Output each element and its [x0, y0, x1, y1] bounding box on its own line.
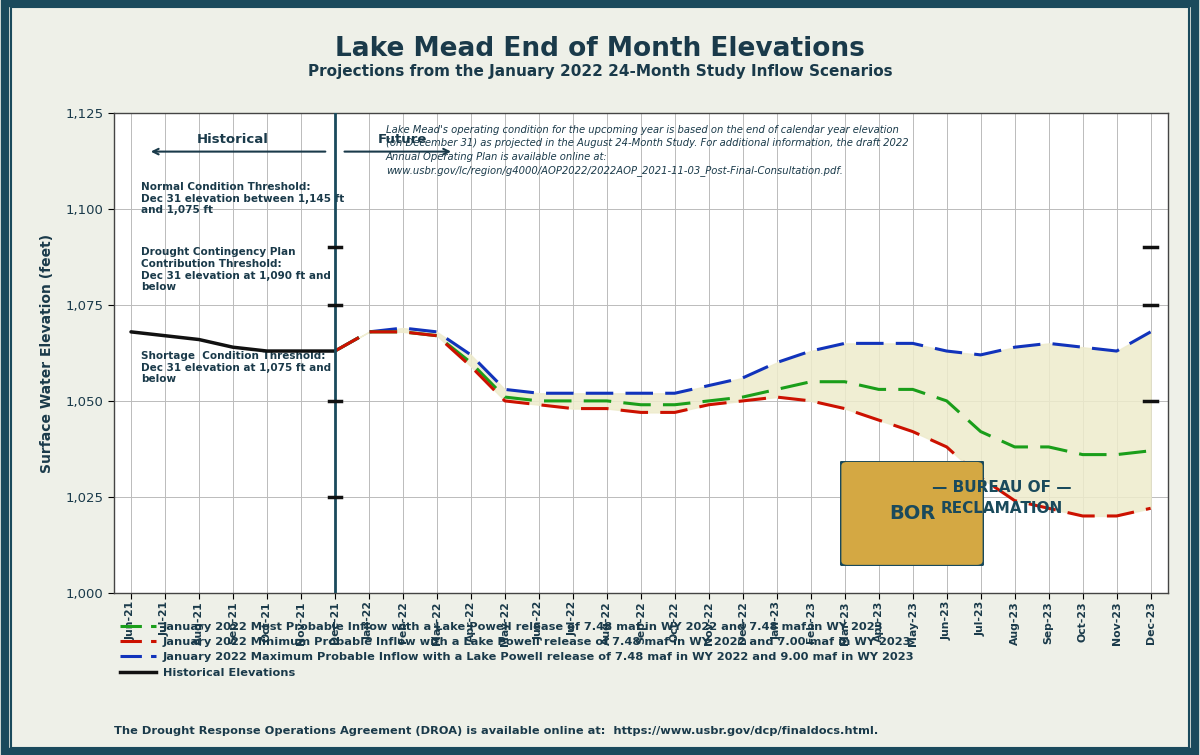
Text: Normal Condition Threshold:
Dec 31 elevation between 1,145 ft
and 1,075 ft: Normal Condition Threshold: Dec 31 eleva…: [142, 182, 344, 215]
Text: Future: Future: [378, 133, 427, 146]
Y-axis label: Surface Water Elevation (feet): Surface Water Elevation (feet): [41, 233, 54, 473]
Text: Projections from the January 2022 24-Month Study Inflow Scenarios: Projections from the January 2022 24-Mon…: [307, 63, 893, 79]
Text: Drought Contingency Plan
Contribution Threshold:
Dec 31 elevation at 1,090 ft an: Drought Contingency Plan Contribution Th…: [142, 248, 331, 292]
Text: Lake Mead's operating condition for the upcoming year is based on the end of cal: Lake Mead's operating condition for the …: [386, 125, 908, 177]
Text: BOR: BOR: [889, 504, 935, 523]
Text: Historical: Historical: [197, 133, 269, 146]
FancyBboxPatch shape: [840, 461, 984, 566]
Text: Shortage  Condition Threshold:
Dec 31 elevation at 1,075 ft and
below: Shortage Condition Threshold: Dec 31 ele…: [142, 351, 331, 384]
Legend: January 2022 Most Probable Inflow with a Lake Powell release of 7.48 maf in WY 2: January 2022 Most Probable Inflow with a…: [120, 622, 914, 677]
Text: — BUREAU OF —
RECLAMATION: — BUREAU OF — RECLAMATION: [932, 480, 1072, 516]
Text: The Drought Response Operations Agreement (DROA) is available online at:  https:: The Drought Response Operations Agreemen…: [114, 726, 878, 736]
Text: Lake Mead End of Month Elevations: Lake Mead End of Month Elevations: [335, 36, 865, 62]
